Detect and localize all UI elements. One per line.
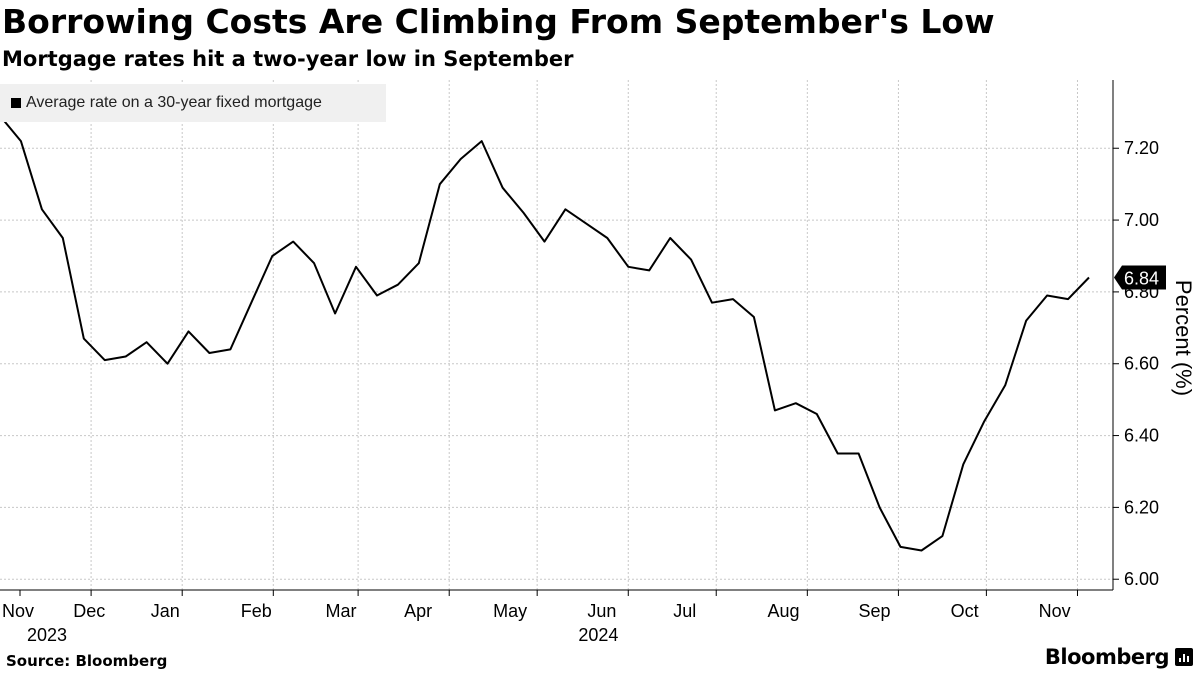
legend: Average rate on a 30-year fixed mortgage [0,84,386,122]
x-tick-label: Jun [587,601,616,621]
chart-title: Borrowing Costs Are Climbing From Septem… [2,2,995,41]
y-axis-title: Percent (%) [1171,280,1196,396]
source-note: Source: Bloomberg [6,652,168,670]
series-line [0,115,1090,552]
y-tick-label: 7.00 [1124,210,1159,230]
label-layer: 6.84 Percent (%) [1114,265,1196,396]
y-tick-label: 7.20 [1124,138,1159,158]
last-value-badge-shape [1114,265,1166,290]
x-tick-label: Dec [73,601,105,621]
last-value-badge: 6.84 [1114,265,1166,290]
y-tick-label: 6.60 [1124,354,1159,374]
brand-name: Bloomberg [1044,645,1170,669]
x-tick-label: Oct [951,601,979,621]
grid-layer [0,80,1113,590]
last-value-label: 6.84 [1124,269,1159,289]
y-tick-label: 6.40 [1124,426,1159,446]
bar-chart-icon [1175,648,1193,666]
x-tick-label: Feb [241,601,272,621]
x-tick-label: May [493,601,527,621]
y-tick-label: 6.00 [1124,569,1159,589]
x-tick-label: Apr [404,601,432,621]
x-tick-label: Jul [673,601,696,621]
legend-label: Average rate on a 30-year fixed mortgage [26,94,322,111]
series-layer [0,115,1090,552]
brand-logo: Bloomberg [1045,645,1193,669]
x-tick-label: Mar [326,601,357,621]
x-tick-year-label: 2023 [27,625,67,645]
x-tick-label: Jan [151,601,180,621]
y-tick-label: 6.20 [1124,497,1159,517]
legend-swatch [11,98,21,108]
x-tick-label: Nov [2,601,34,621]
x-tick-year-label: 2024 [578,625,618,645]
x-tick-label: Sep [859,601,891,621]
chart-subtitle: Mortgage rates hit a two-year low in Sep… [2,47,574,71]
x-tick-label: Aug [767,601,799,621]
x-tick-label: Nov [1039,601,1071,621]
